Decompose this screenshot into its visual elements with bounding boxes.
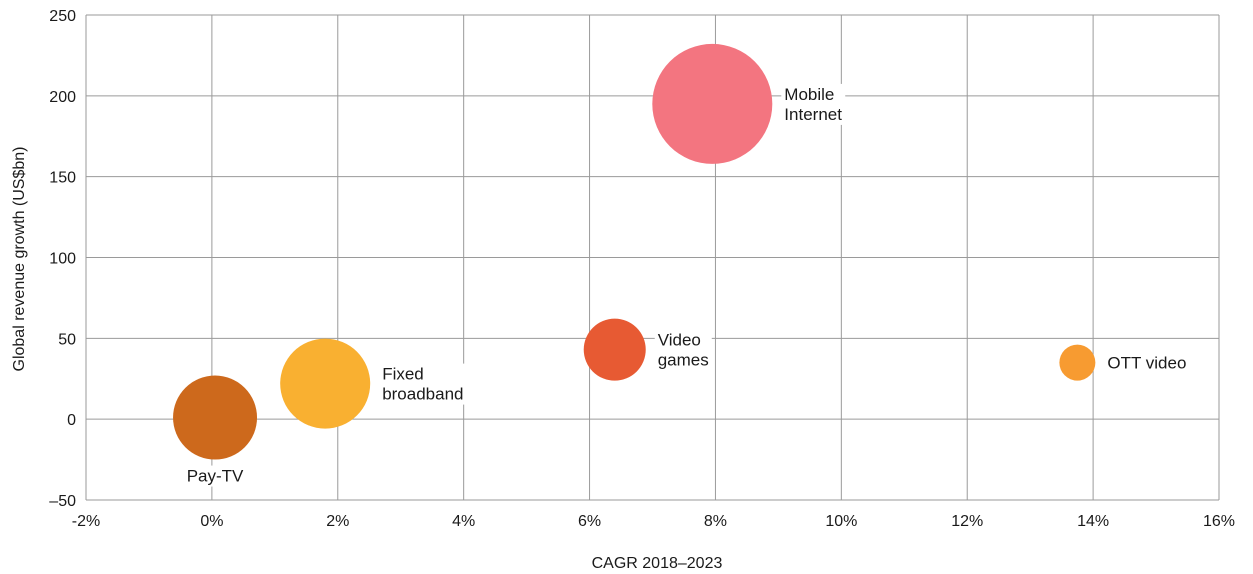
y-tick-label: –50: [49, 493, 76, 510]
y-tick-label: 0: [67, 412, 76, 429]
bubble-label-line: Internet: [784, 105, 842, 124]
grid-layer: [85, 14, 1220, 501]
bubble-label-line: Video: [658, 331, 701, 350]
bubble-label-line: OTT video: [1107, 354, 1186, 373]
x-tick-label: 14%: [1077, 513, 1109, 530]
label-group-video-games: Video games: [654, 329, 712, 371]
bubble-label-fixed-broadband: Fixed broadband: [382, 365, 463, 404]
bubble-label-background: [379, 363, 467, 405]
bubble-pay-tv: [173, 375, 258, 460]
x-tick-label: 6%: [578, 513, 601, 530]
bubble-label-line: Fixed: [382, 365, 424, 384]
label-group-pay-tv: Pay-TV: [183, 465, 248, 487]
bubble-label-pay-tv: Pay-TV: [187, 467, 244, 486]
bubble-label-background: [1104, 352, 1190, 374]
bubble-label-line: broadband: [382, 385, 463, 404]
bubble-video-games: [583, 318, 646, 381]
tick-layer: -2% 0% 2% 4% 6% 8% 10% 12% 14% 16% –50 0 50 100 150 200…: [49, 8, 1235, 530]
x-tick-label: 8%: [704, 513, 727, 530]
bubble-label-mobile-internet: Mobile Internet: [784, 85, 842, 124]
bubble-label-line: games: [658, 351, 709, 370]
x-tick-label: 10%: [825, 513, 857, 530]
label-layer: Pay-TV Fixed broadband Video games Mobile Inte…: [183, 83, 1190, 487]
bubble-layer: [173, 43, 1096, 460]
x-tick-label: 2%: [326, 513, 349, 530]
bubble-fixed-broadband: [280, 338, 371, 429]
bubble-label-background: [781, 83, 846, 125]
bubble-label-ott-video: OTT video: [1107, 354, 1186, 373]
bubble-label-background: [183, 465, 248, 487]
bubble-label-line: Mobile: [784, 85, 834, 104]
y-tick-label: 100: [49, 251, 76, 268]
y-tick-label: 50: [58, 331, 76, 348]
bubble-mobile-internet: [652, 43, 773, 164]
label-group-fixed-broadband: Fixed broadband: [379, 363, 467, 405]
y-tick-label: 150: [49, 170, 76, 187]
x-tick-label: 4%: [452, 513, 475, 530]
x-tick-label: 0%: [200, 513, 223, 530]
y-tick-label: 200: [49, 89, 76, 106]
y-axis-title: Global revenue growth (US$bn): [11, 146, 28, 371]
x-tick-label: 16%: [1203, 513, 1235, 530]
x-tick-label: 12%: [951, 513, 983, 530]
label-group-mobile-internet: Mobile Internet: [781, 83, 846, 125]
bubble-label-line: Pay-TV: [187, 467, 244, 486]
x-axis-title: CAGR 2018–2023: [592, 555, 723, 572]
bubble-label-video-games: Video games: [658, 331, 709, 370]
bubble-ott-video: [1059, 344, 1096, 381]
x-tick-label: -2%: [72, 513, 100, 530]
bubble-label-background: [654, 329, 712, 371]
label-group-ott-video: OTT video: [1104, 352, 1190, 374]
y-tick-label: 250: [49, 8, 76, 25]
